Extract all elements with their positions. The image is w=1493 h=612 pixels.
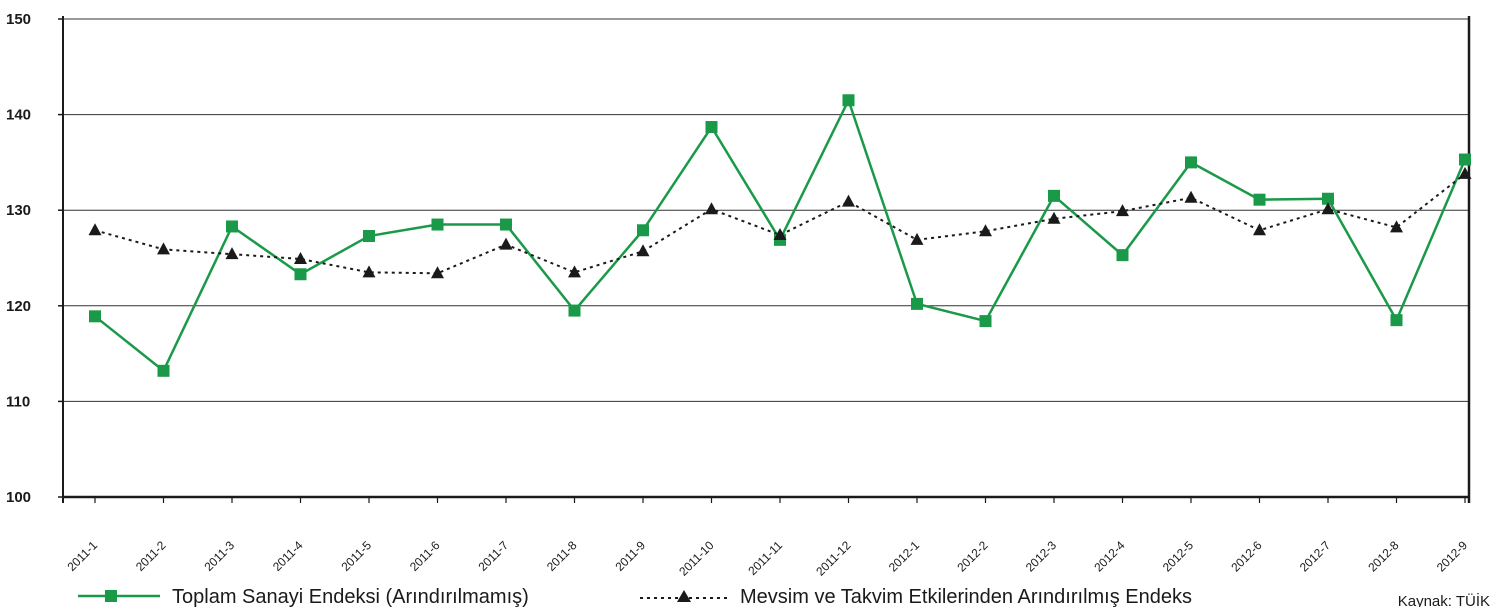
y-tick-label: 150 [6, 11, 31, 28]
data-point-square [1390, 314, 1403, 327]
data-point-square [226, 220, 238, 233]
data-point-triangle [842, 194, 855, 207]
legend-label-toplam: Toplam Sanayi Endeksi (Arındırılmamış) [172, 586, 529, 607]
y-tick-label: 120 [6, 298, 31, 315]
data-point-square [705, 121, 718, 134]
x-tick-label: 2011-7 [475, 538, 511, 574]
data-point-square [911, 297, 923, 310]
data-point-triangle [1253, 223, 1266, 236]
data-point-square [1253, 193, 1266, 206]
x-tick-label: 2011-12 [813, 538, 854, 579]
data-point-triangle [910, 232, 924, 245]
axes [62, 16, 1471, 503]
data-point-square [1048, 189, 1060, 202]
data-point-square [1185, 156, 1197, 169]
data-point-square [500, 218, 512, 231]
data-point-triangle [568, 265, 581, 278]
x-tick-label: 2011-4 [270, 538, 306, 574]
legend-marker-square [105, 590, 117, 602]
x-tick-label: 2011-3 [201, 538, 237, 574]
legend-marker-triangle [677, 590, 691, 602]
legend-label-mevsim: Mevsim ve Takvim Etkilerinden Arındırılm… [740, 586, 1192, 607]
data-point-square [294, 268, 307, 281]
data-point-triangle [1047, 211, 1061, 224]
data-point-triangle [1458, 166, 1472, 179]
data-point-square [568, 304, 581, 317]
data-point-triangle [1321, 202, 1335, 215]
series [88, 94, 1472, 377]
x-tick-label: 2012-1 [886, 538, 923, 575]
x-tick-label: 2011-6 [407, 538, 443, 574]
x-tick-label: 2012-7 [1297, 538, 1334, 575]
x-tick-label: 2011-2 [133, 538, 169, 574]
data-point-square [431, 218, 444, 231]
data-point-triangle [1184, 190, 1198, 203]
x-tick-label: 2012-6 [1228, 538, 1265, 575]
data-point-square [1322, 192, 1334, 205]
y-tick-label: 100 [6, 489, 31, 506]
x-tick-label: 2012-4 [1091, 538, 1128, 575]
x-tick-label: 2011-1 [64, 538, 100, 574]
data-point-triangle [431, 266, 444, 279]
x-tick-label: 2011-8 [544, 538, 580, 574]
data-point-square [842, 94, 855, 107]
data-point-square [979, 315, 992, 328]
data-point-triangle [773, 228, 787, 241]
x-tick-label: 2011-9 [612, 538, 648, 574]
y-tick-label: 140 [6, 107, 31, 124]
y-tick-label: 110 [6, 393, 30, 410]
y-tick-label: 130 [6, 202, 31, 219]
x-tick-label: 2012-8 [1365, 538, 1402, 575]
data-point-triangle [1390, 220, 1403, 233]
x-tick-label: 2012-9 [1434, 538, 1471, 575]
data-point-square [89, 310, 101, 323]
data-point-square [157, 364, 170, 377]
source-label: Kaynak: TÜİK [1398, 592, 1490, 607]
series-line-mevsim [94, 173, 1466, 275]
data-point-triangle [294, 251, 307, 264]
data-point-square [363, 230, 375, 243]
data-point-triangle [705, 202, 718, 215]
data-point-square [637, 224, 649, 237]
data-point-triangle [88, 223, 102, 236]
x-tick-label: 2012-2 [954, 538, 991, 575]
data-point-triangle [636, 244, 650, 257]
x-tick-label: 2011-10 [676, 538, 717, 579]
x-tick-label: 2011-5 [338, 538, 374, 574]
x-tick-labels: 2011-1 2011-2 2011-3 2011-4 2011-5 2011-6 2011… [64, 538, 1470, 579]
data-point-triangle [157, 242, 170, 255]
x-tick-label: 2012-5 [1160, 538, 1197, 575]
x-tick-label: 2011-11 [745, 538, 785, 578]
x-tick-label: 2012-3 [1023, 538, 1060, 575]
data-point-triangle [1116, 204, 1129, 217]
data-point-triangle [499, 237, 513, 250]
data-point-triangle [225, 247, 239, 260]
data-point-triangle [362, 265, 376, 278]
legend: Toplam Sanayi Endeksi (Arındırılmamış) M… [78, 586, 1192, 608]
y-tick-labels: 100 110 120 130 140 150 [6, 11, 31, 506]
data-point-triangle [979, 224, 992, 237]
gridlines [58, 18, 1469, 498]
data-point-square [1116, 249, 1129, 262]
data-point-square [1459, 153, 1471, 166]
